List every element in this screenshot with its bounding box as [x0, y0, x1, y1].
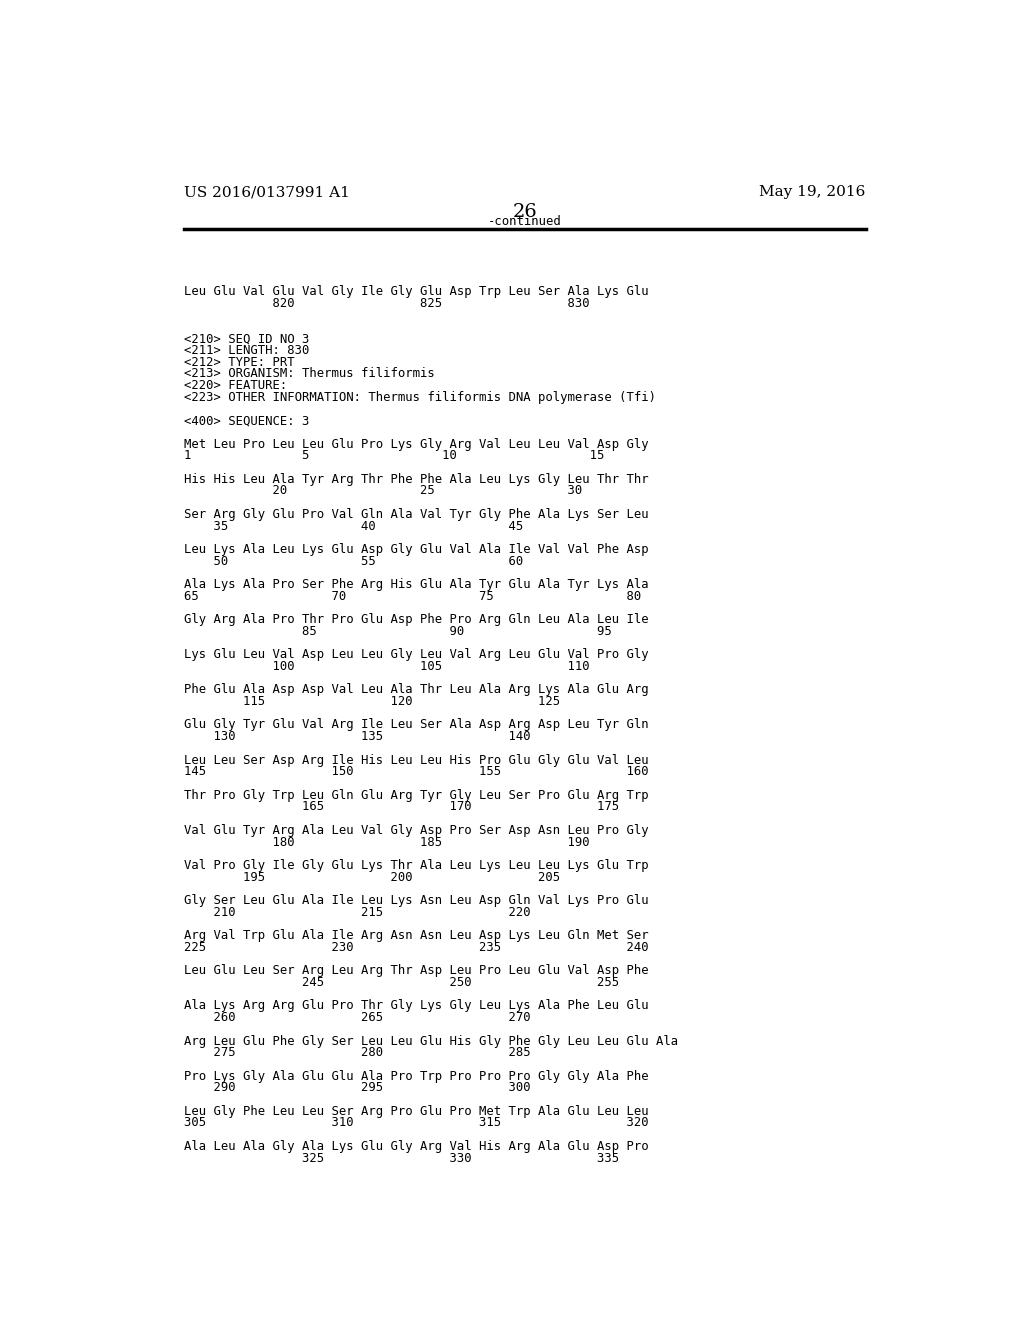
Text: Val Pro Gly Ile Gly Glu Lys Thr Ala Leu Lys Leu Leu Lys Glu Trp: Val Pro Gly Ile Gly Glu Lys Thr Ala Leu …	[183, 859, 648, 873]
Text: Lys Glu Leu Val Asp Leu Leu Gly Leu Val Arg Leu Glu Val Pro Gly: Lys Glu Leu Val Asp Leu Leu Gly Leu Val …	[183, 648, 648, 661]
Text: Arg Leu Glu Phe Gly Ser Leu Leu Glu His Gly Phe Gly Leu Leu Glu Ala: Arg Leu Glu Phe Gly Ser Leu Leu Glu His …	[183, 1035, 678, 1048]
Text: 165                 170                 175: 165 170 175	[183, 800, 618, 813]
Text: 35                  40                  45: 35 40 45	[183, 520, 523, 532]
Text: -continued: -continued	[487, 215, 562, 227]
Text: 50                  55                  60: 50 55 60	[183, 554, 523, 568]
Text: Met Leu Pro Leu Leu Glu Pro Lys Gly Arg Val Leu Leu Val Asp Gly: Met Leu Pro Leu Leu Glu Pro Lys Gly Arg …	[183, 438, 648, 450]
Text: 290                 295                 300: 290 295 300	[183, 1081, 530, 1094]
Text: 85                  90                  95: 85 90 95	[183, 624, 611, 638]
Text: Pro Lys Gly Ala Glu Glu Ala Pro Trp Pro Pro Pro Gly Gly Ala Phe: Pro Lys Gly Ala Glu Glu Ala Pro Trp Pro …	[183, 1069, 648, 1082]
Text: Ala Lys Arg Arg Glu Pro Thr Gly Lys Gly Leu Lys Ala Phe Leu Glu: Ala Lys Arg Arg Glu Pro Thr Gly Lys Gly …	[183, 999, 648, 1012]
Text: 65                  70                  75                  80: 65 70 75 80	[183, 590, 641, 603]
Text: <223> OTHER INFORMATION: Thermus filiformis DNA polymerase (Tfi): <223> OTHER INFORMATION: Thermus filifor…	[183, 391, 655, 404]
Text: <210> SEQ ID NO 3: <210> SEQ ID NO 3	[183, 333, 309, 346]
Text: 245                 250                 255: 245 250 255	[183, 975, 618, 989]
Text: Gly Ser Leu Glu Ala Ile Leu Lys Asn Leu Asp Gln Val Lys Pro Glu: Gly Ser Leu Glu Ala Ile Leu Lys Asn Leu …	[183, 894, 648, 907]
Text: 225                 230                 235                 240: 225 230 235 240	[183, 941, 648, 954]
Text: Ala Lys Ala Pro Ser Phe Arg His Glu Ala Tyr Glu Ala Tyr Lys Ala: Ala Lys Ala Pro Ser Phe Arg His Glu Ala …	[183, 578, 648, 591]
Text: 130                 135                 140: 130 135 140	[183, 730, 530, 743]
Text: US 2016/0137991 A1: US 2016/0137991 A1	[183, 185, 349, 199]
Text: 820                 825                 830: 820 825 830	[183, 297, 590, 310]
Text: Leu Glu Leu Ser Arg Leu Arg Thr Asp Leu Pro Leu Glu Val Asp Phe: Leu Glu Leu Ser Arg Leu Arg Thr Asp Leu …	[183, 965, 648, 977]
Text: <220> FEATURE:: <220> FEATURE:	[183, 379, 287, 392]
Text: Phe Glu Ala Asp Asp Val Leu Ala Thr Leu Ala Arg Lys Ala Glu Arg: Phe Glu Ala Asp Asp Val Leu Ala Thr Leu …	[183, 684, 648, 697]
Text: 210                 215                 220: 210 215 220	[183, 906, 530, 919]
Text: Leu Leu Ser Asp Arg Ile His Leu Leu His Pro Glu Gly Glu Val Leu: Leu Leu Ser Asp Arg Ile His Leu Leu His …	[183, 754, 648, 767]
Text: Ser Arg Gly Glu Pro Val Gln Ala Val Tyr Gly Phe Ala Lys Ser Leu: Ser Arg Gly Glu Pro Val Gln Ala Val Tyr …	[183, 508, 648, 521]
Text: 275                 280                 285: 275 280 285	[183, 1047, 530, 1059]
Text: Arg Val Trp Glu Ala Ile Arg Asn Asn Leu Asp Lys Leu Gln Met Ser: Arg Val Trp Glu Ala Ile Arg Asn Asn Leu …	[183, 929, 648, 942]
Text: Ala Leu Ala Gly Ala Lys Glu Gly Arg Val His Arg Ala Glu Asp Pro: Ala Leu Ala Gly Ala Lys Glu Gly Arg Val …	[183, 1140, 648, 1152]
Text: 1               5                  10                  15: 1 5 10 15	[183, 449, 604, 462]
Text: Val Glu Tyr Arg Ala Leu Val Gly Asp Pro Ser Asp Asn Leu Pro Gly: Val Glu Tyr Arg Ala Leu Val Gly Asp Pro …	[183, 824, 648, 837]
Text: <400> SEQUENCE: 3: <400> SEQUENCE: 3	[183, 414, 309, 428]
Text: <211> LENGTH: 830: <211> LENGTH: 830	[183, 345, 309, 356]
Text: Thr Pro Gly Trp Leu Gln Glu Arg Tyr Gly Leu Ser Pro Glu Arg Trp: Thr Pro Gly Trp Leu Gln Glu Arg Tyr Gly …	[183, 789, 648, 801]
Text: <213> ORGANISM: Thermus filiformis: <213> ORGANISM: Thermus filiformis	[183, 367, 434, 380]
Text: 100                 105                 110: 100 105 110	[183, 660, 590, 673]
Text: 325                 330                 335: 325 330 335	[183, 1151, 618, 1164]
Text: Leu Gly Phe Leu Leu Ser Arg Pro Glu Pro Met Trp Ala Glu Leu Leu: Leu Gly Phe Leu Leu Ser Arg Pro Glu Pro …	[183, 1105, 648, 1118]
Text: 26: 26	[512, 203, 538, 220]
Text: His His Leu Ala Tyr Arg Thr Phe Phe Ala Leu Lys Gly Leu Thr Thr: His His Leu Ala Tyr Arg Thr Phe Phe Ala …	[183, 473, 648, 486]
Text: 180                 185                 190: 180 185 190	[183, 836, 590, 849]
Text: Leu Lys Ala Leu Lys Glu Asp Gly Glu Val Ala Ile Val Val Phe Asp: Leu Lys Ala Leu Lys Glu Asp Gly Glu Val …	[183, 543, 648, 556]
Text: 115                 120                 125: 115 120 125	[183, 696, 560, 708]
Text: 195                 200                 205: 195 200 205	[183, 871, 560, 883]
Text: Glu Gly Tyr Glu Val Arg Ile Leu Ser Ala Asp Arg Asp Leu Tyr Gln: Glu Gly Tyr Glu Val Arg Ile Leu Ser Ala …	[183, 718, 648, 731]
Text: 305                 310                 315                 320: 305 310 315 320	[183, 1117, 648, 1130]
Text: 20                  25                  30: 20 25 30	[183, 484, 582, 498]
Text: 260                 265                 270: 260 265 270	[183, 1011, 530, 1024]
Text: May 19, 2016: May 19, 2016	[760, 185, 866, 199]
Text: <212> TYPE: PRT: <212> TYPE: PRT	[183, 355, 295, 368]
Text: 145                 150                 155                 160: 145 150 155 160	[183, 766, 648, 779]
Text: Leu Glu Val Glu Val Gly Ile Gly Glu Asp Trp Leu Ser Ala Lys Glu: Leu Glu Val Glu Val Gly Ile Gly Glu Asp …	[183, 285, 648, 298]
Text: Gly Arg Ala Pro Thr Pro Glu Asp Phe Pro Arg Gln Leu Ala Leu Ile: Gly Arg Ala Pro Thr Pro Glu Asp Phe Pro …	[183, 614, 648, 626]
